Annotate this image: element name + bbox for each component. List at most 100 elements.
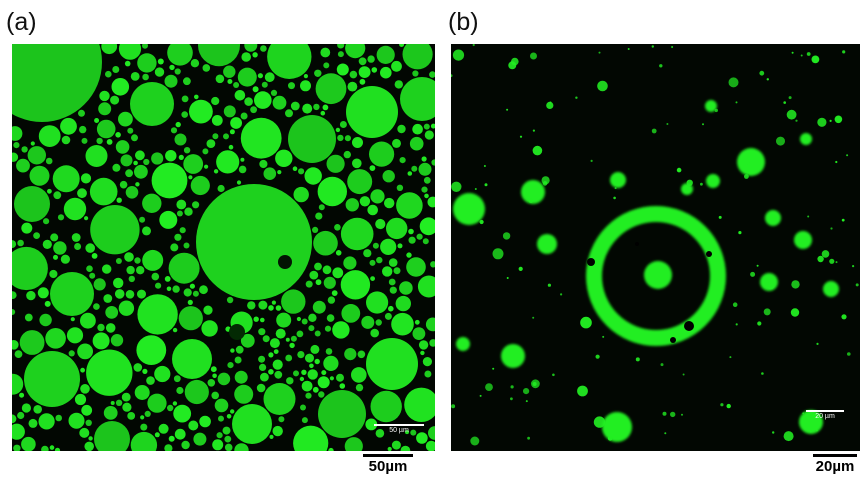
droplet	[791, 280, 800, 289]
droplet	[230, 348, 235, 353]
droplet	[339, 383, 346, 389]
droplet	[181, 95, 189, 103]
droplet	[183, 242, 190, 249]
droplet	[275, 328, 286, 339]
droplet	[408, 236, 416, 244]
droplet	[236, 180, 242, 185]
droplet	[258, 355, 266, 363]
droplet	[37, 287, 49, 299]
droplet	[263, 383, 296, 415]
droplet	[105, 306, 119, 319]
droplet	[732, 302, 738, 308]
droplet	[301, 318, 308, 325]
droplet	[759, 70, 765, 76]
droplet	[215, 74, 225, 84]
droplet	[21, 222, 33, 234]
droplet	[89, 177, 118, 206]
droplet	[80, 367, 85, 373]
droplet	[52, 165, 80, 193]
droplet	[800, 54, 803, 57]
droplet	[400, 445, 411, 451]
droplet	[417, 275, 435, 298]
droplet	[175, 121, 181, 128]
droplet	[304, 167, 322, 185]
droplet	[79, 427, 90, 438]
droplet	[94, 421, 130, 451]
droplet	[811, 55, 820, 64]
droplet-field-a	[12, 44, 435, 451]
droplet	[192, 201, 200, 209]
droplet	[532, 145, 543, 156]
droplet	[681, 183, 693, 195]
droplet	[77, 343, 93, 360]
droplet	[276, 312, 292, 328]
droplet	[275, 149, 293, 167]
droplet	[131, 134, 138, 142]
droplet	[336, 63, 349, 76]
droplet	[120, 154, 133, 167]
droplet	[367, 55, 375, 63]
droplet	[126, 265, 135, 275]
droplet	[143, 158, 150, 166]
droplet	[110, 95, 120, 105]
droplet	[292, 166, 298, 171]
droplet	[518, 266, 523, 271]
droplet	[288, 82, 295, 90]
droplet	[212, 133, 219, 140]
droplet	[351, 367, 367, 383]
droplet	[395, 295, 411, 312]
droplet	[127, 412, 136, 420]
droplet	[664, 432, 667, 435]
droplet	[334, 224, 341, 231]
droplet	[170, 127, 178, 134]
droplet	[614, 187, 617, 190]
droplet	[575, 96, 578, 99]
droplet	[728, 77, 739, 88]
droplet	[318, 391, 325, 398]
droplet	[250, 106, 257, 114]
droplet	[671, 46, 674, 48]
droplet	[184, 207, 193, 216]
droplet	[97, 323, 105, 332]
droplet	[662, 411, 667, 416]
droplet	[314, 330, 321, 337]
droplet	[211, 115, 223, 126]
inclusion	[635, 242, 639, 246]
droplet	[387, 446, 392, 451]
droplet	[537, 234, 557, 254]
droplet	[142, 73, 149, 81]
droplet	[164, 444, 173, 451]
droplet	[81, 137, 88, 144]
droplet	[54, 447, 61, 451]
droplet	[313, 103, 320, 111]
droplet	[33, 405, 42, 414]
droplet	[224, 435, 232, 443]
droplet	[53, 191, 62, 200]
droplet	[134, 257, 141, 264]
droplet	[137, 53, 157, 73]
droplet	[47, 188, 52, 194]
droplet	[166, 286, 172, 292]
droplet	[21, 403, 31, 413]
droplet	[49, 269, 58, 279]
droplet	[241, 52, 251, 62]
droplet	[492, 248, 504, 260]
droplet	[154, 67, 165, 77]
droplet	[140, 415, 145, 420]
droplet	[312, 300, 326, 314]
droplet	[183, 154, 204, 174]
droplet	[397, 243, 403, 249]
droplet	[593, 416, 606, 428]
droplet	[268, 369, 274, 375]
droplet	[234, 356, 242, 364]
droplet	[53, 241, 67, 255]
droplet	[794, 231, 812, 249]
droplet	[190, 175, 210, 196]
droplet	[105, 323, 116, 333]
droplet	[470, 436, 480, 446]
droplet	[382, 266, 393, 277]
droplet	[595, 354, 600, 359]
droplet	[178, 154, 184, 160]
droplet	[382, 170, 395, 183]
droplet-field-b	[451, 44, 859, 446]
